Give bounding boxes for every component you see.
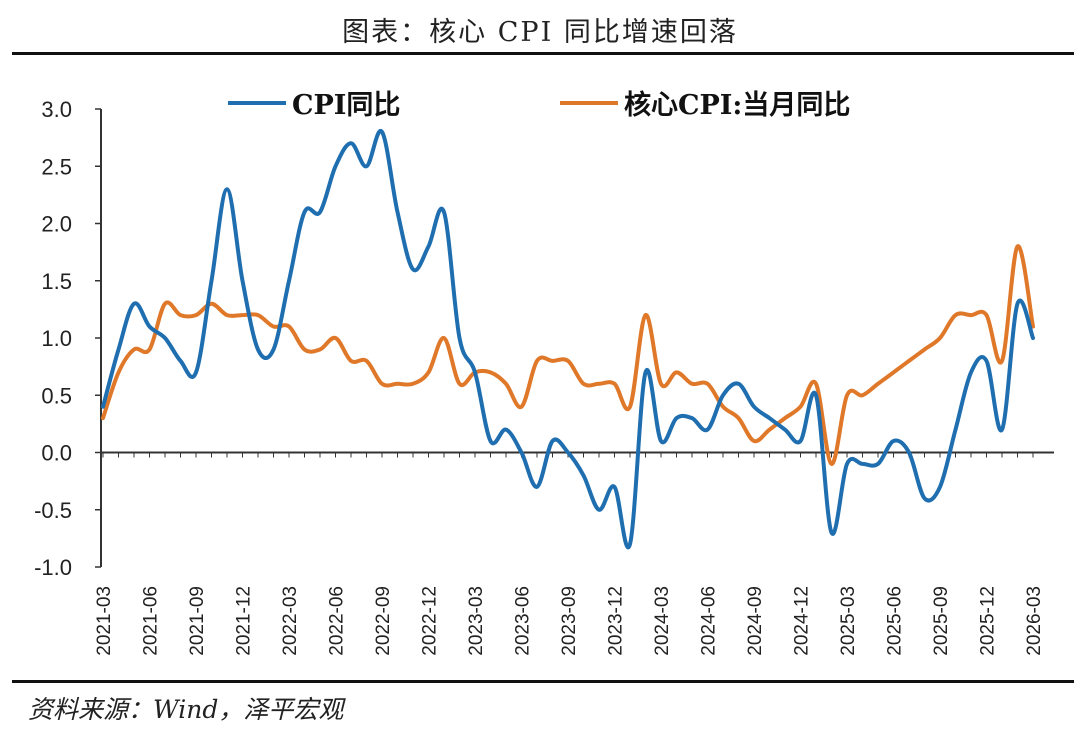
legend-label: 核心CPI:当月同比 [624, 89, 850, 121]
x-tick-label: 2022-06 [327, 586, 348, 656]
x-tick-label: 2022-09 [373, 586, 394, 656]
legend-label: CPI同比 [292, 90, 400, 121]
x-tick-label: 2021-09 [187, 586, 208, 656]
top-rule [12, 52, 1074, 55]
bottom-rule [12, 680, 1074, 683]
y-tick-label: 2.5 [41, 154, 72, 179]
x-tick-label: 2023-03 [466, 586, 487, 656]
y-tick-label: 1.5 [41, 269, 72, 294]
x-tick-label: 2021-06 [141, 586, 162, 656]
axes: 3.0 2.5 2.0 1.5 1.0 0.5 0.0 -0.5 -1.0 2021-03 2021… [34, 97, 1054, 656]
y-tick-label: 0.0 [41, 441, 72, 466]
y-tick-label: 3.0 [41, 97, 72, 122]
y-tick-label: -1.0 [34, 555, 72, 580]
series-line-core-cpi [101, 244, 1035, 466]
x-tick-label: 2025-12 [978, 586, 999, 656]
y-tick-label: 2.0 [41, 212, 72, 237]
x-tick-label: 2023-09 [559, 586, 580, 656]
x-tick-label: 2024-06 [699, 586, 720, 656]
source-note: 资料来源：Wind，泽平宏观 [28, 695, 344, 724]
x-tick-label: 2022-12 [420, 586, 441, 656]
x-tick-label: 2024-12 [792, 586, 813, 656]
x-tick-label: 2025-09 [931, 586, 952, 656]
x-tick-label: 2022-03 [280, 586, 301, 656]
y-tick-label: -0.5 [34, 498, 72, 523]
chart-title: 图表：核心 CPI 同比增速回落 [342, 17, 738, 48]
series-line-cpi [101, 129, 1035, 550]
series-lines [101, 129, 1035, 550]
x-tick-label: 2021-03 [94, 586, 115, 656]
x-tick-label: 2025-06 [885, 586, 906, 656]
x-tick-label: 2026-03 [1024, 586, 1045, 656]
y-tick-label: 1.0 [41, 326, 72, 351]
x-tick-label: 2021-12 [234, 586, 255, 656]
y-tick-label: 0.5 [41, 383, 72, 408]
x-tick-label: 2025-03 [838, 586, 859, 656]
legend: CPI同比 核心CPI:当月同比 [228, 89, 850, 121]
x-tick-label: 2023-06 [513, 586, 534, 656]
x-tick-label: 2023-12 [606, 586, 627, 656]
x-tick-label: 2024-09 [745, 586, 766, 656]
x-tick-label: 2024-03 [652, 586, 673, 656]
